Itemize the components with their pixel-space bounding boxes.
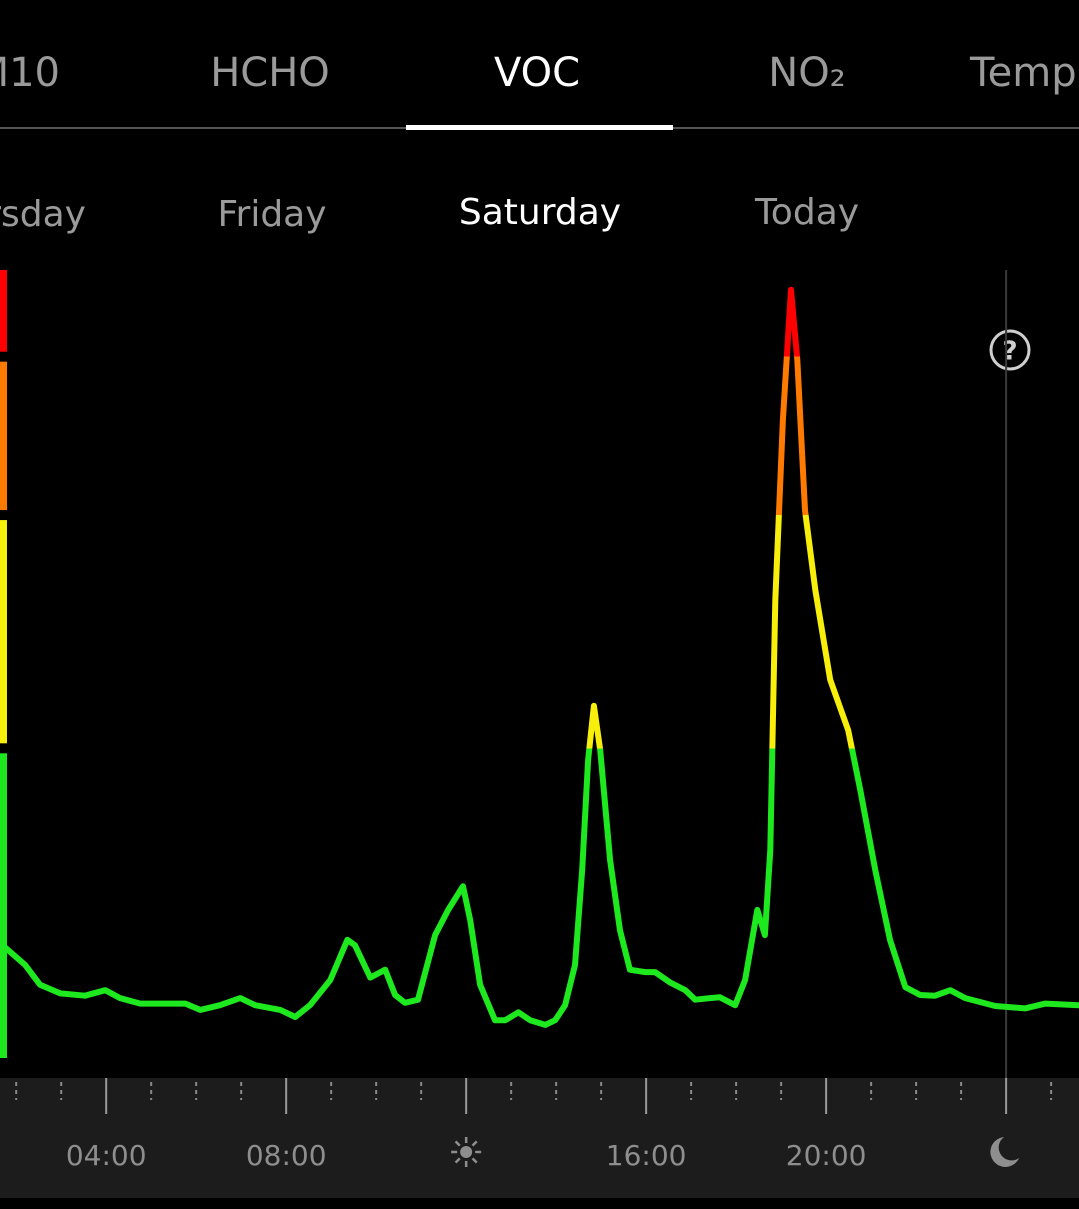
- tab-bar: PM10 HCHO VOC NO₂ Temp: [0, 50, 1079, 130]
- moon-icon: [990, 1137, 1020, 1167]
- tab[interactable]: VOC: [494, 50, 580, 96]
- level-bar: [0, 520, 7, 744]
- tab-indicator: [406, 125, 673, 130]
- sun-ray: [454, 1140, 461, 1147]
- day-bar: Thursday Friday Saturday Today: [0, 192, 859, 235]
- sun-ray: [454, 1157, 461, 1164]
- sun-ray: [471, 1157, 478, 1164]
- day[interactable]: Today: [754, 192, 859, 233]
- tab[interactable]: PM10: [0, 50, 60, 96]
- sun-ray: [471, 1140, 478, 1147]
- svg-text:?: ?: [1002, 337, 1017, 367]
- level-bar: [0, 753, 7, 1058]
- level-bar: [0, 361, 7, 511]
- day[interactable]: Thursday: [0, 194, 86, 235]
- tab[interactable]: NO₂: [768, 50, 845, 96]
- sun-icon: [451, 1137, 482, 1167]
- sun-core: [460, 1146, 473, 1158]
- axis-band: [0, 1078, 1079, 1198]
- tab[interactable]: Temp: [969, 50, 1077, 96]
- tab[interactable]: HCHO: [210, 50, 330, 96]
- plot: 04:00 08:00 16:00 20:00: [0, 270, 1079, 1172]
- voc-line: [2, 286, 1079, 1028]
- x-tick-label: 04:00: [66, 1139, 147, 1172]
- x-tick-label: 20:00: [786, 1139, 867, 1172]
- day[interactable]: Friday: [217, 194, 326, 235]
- level-bar: [0, 270, 7, 352]
- x-tick-label: 16:00: [606, 1139, 687, 1172]
- x-tick-label: 08:00: [246, 1139, 327, 1172]
- day[interactable]: Saturday: [459, 192, 621, 233]
